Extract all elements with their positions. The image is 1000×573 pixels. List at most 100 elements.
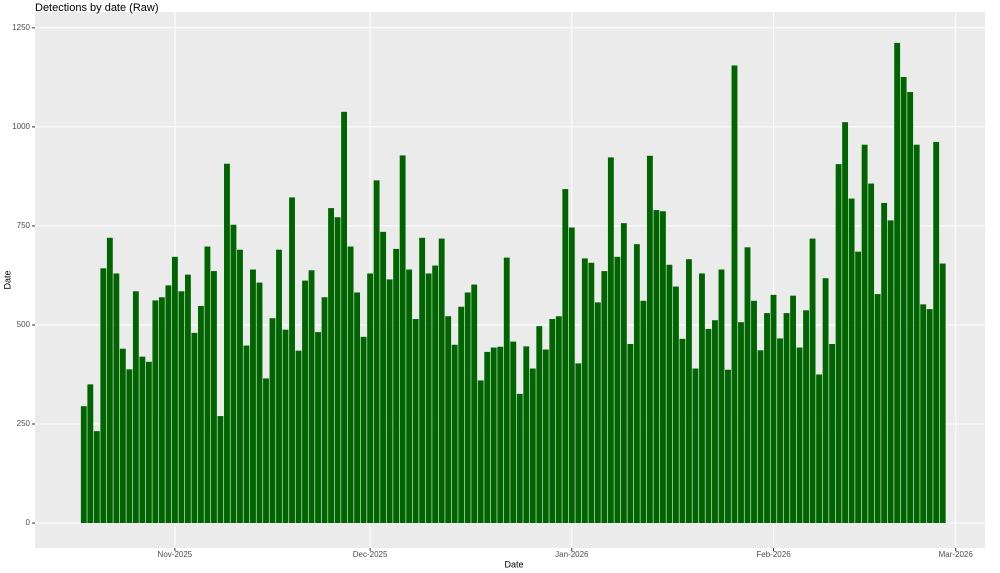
bar: [80, 406, 87, 524]
bar: [458, 306, 465, 524]
y-tick-label: 250: [17, 419, 31, 428]
x-tick-label: Mar-2026: [939, 550, 974, 559]
bar: [725, 369, 731, 524]
bar: [822, 278, 829, 524]
bar: [913, 144, 920, 524]
bar: [184, 274, 191, 524]
y-tick-label: 750: [17, 221, 31, 230]
bar: [237, 249, 243, 524]
bar: [425, 273, 432, 524]
bar: [900, 76, 907, 524]
bar: [653, 210, 660, 524]
bar: [607, 157, 614, 524]
bar: [601, 271, 608, 524]
bar: [204, 246, 211, 524]
bar: [588, 262, 595, 524]
bar: [744, 247, 751, 524]
bar: [347, 246, 354, 524]
bar: [666, 264, 673, 524]
bar: [575, 363, 582, 524]
bar: [289, 197, 295, 524]
chart-title: Detections by date (Raw): [35, 2, 159, 14]
y-tick-label: 1000: [12, 122, 30, 131]
bar: [171, 256, 178, 524]
bar: [243, 345, 250, 524]
bar: [360, 336, 367, 524]
bar: [764, 313, 770, 524]
bar: [855, 251, 862, 524]
bar: [790, 295, 796, 524]
bar: [399, 155, 406, 524]
bar: [464, 292, 471, 524]
bar: [100, 268, 107, 524]
bar: [152, 300, 159, 524]
bar: [386, 279, 393, 524]
bar: [939, 263, 946, 524]
bar: [510, 341, 517, 524]
bar: [380, 231, 387, 524]
bar: [549, 319, 556, 524]
bar: [907, 92, 914, 524]
bar: [659, 211, 666, 524]
bar: [224, 163, 230, 524]
bar: [490, 347, 497, 524]
bar: [692, 368, 699, 524]
bar: [393, 248, 400, 524]
bar: [868, 183, 875, 524]
bar: [829, 343, 836, 524]
bar: [562, 189, 569, 524]
bar: [276, 249, 282, 524]
bar: [803, 310, 809, 524]
bar: [503, 257, 510, 524]
bar: [594, 302, 601, 524]
bar: [328, 208, 334, 524]
bar: [484, 351, 491, 524]
y-tick-label: 0: [26, 518, 31, 527]
bar: [646, 155, 653, 524]
bar: [217, 416, 224, 524]
y-tick-label: 500: [17, 320, 31, 329]
bar: [165, 285, 172, 524]
bar: [178, 291, 185, 524]
bar: [516, 393, 523, 524]
bar: [920, 304, 927, 524]
bar: [334, 217, 341, 524]
bar: [887, 220, 894, 524]
bar: [523, 346, 530, 524]
bar: [926, 309, 933, 524]
bar: [406, 269, 413, 524]
bar: [933, 141, 940, 524]
bar: [536, 326, 543, 524]
bar: [315, 332, 321, 524]
bar: [894, 42, 901, 524]
bar: [106, 237, 113, 524]
bar: [640, 300, 647, 524]
bar: [113, 273, 120, 524]
bar: [451, 344, 458, 524]
bar: [555, 316, 562, 524]
bar: [614, 256, 621, 524]
y-axis-title: Date: [2, 270, 12, 289]
bar: [620, 223, 627, 524]
bar: [672, 286, 679, 524]
bar: [783, 313, 790, 524]
bar: [419, 237, 426, 524]
bar: [542, 349, 549, 524]
bar: [132, 291, 139, 524]
x-tick-label: Nov-2025: [158, 550, 193, 559]
bar: [777, 338, 783, 524]
bar: [438, 238, 445, 524]
bar: [197, 305, 204, 524]
bar: [848, 198, 855, 524]
bar: [881, 202, 888, 524]
bar: [295, 350, 302, 524]
bar: [93, 431, 100, 524]
bar: [477, 380, 484, 524]
bar: [796, 347, 803, 524]
bar: [568, 227, 575, 524]
bar: [302, 280, 308, 524]
bar: [770, 294, 777, 524]
bar: [874, 294, 881, 524]
bar: [256, 282, 263, 524]
